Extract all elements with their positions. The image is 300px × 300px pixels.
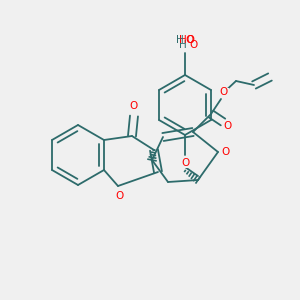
Text: O: O [116,191,124,201]
Bar [223,122,233,130]
Text: O: O [222,147,230,157]
Bar [178,40,188,50]
Bar [220,148,232,157]
Text: O: O [185,35,193,45]
Text: O: O [219,87,227,97]
Text: O: O [130,101,138,111]
Bar [188,40,198,50]
Text: O: O [181,158,189,168]
Bar [115,191,125,200]
Text: O: O [224,121,232,131]
Text: H: H [176,35,184,45]
Text: H: H [179,40,187,50]
Text: O: O [189,40,197,50]
Text: HO: HO [179,35,195,45]
Bar [179,158,191,167]
Bar [218,88,229,97]
Bar [176,34,198,46]
Bar [128,101,140,110]
